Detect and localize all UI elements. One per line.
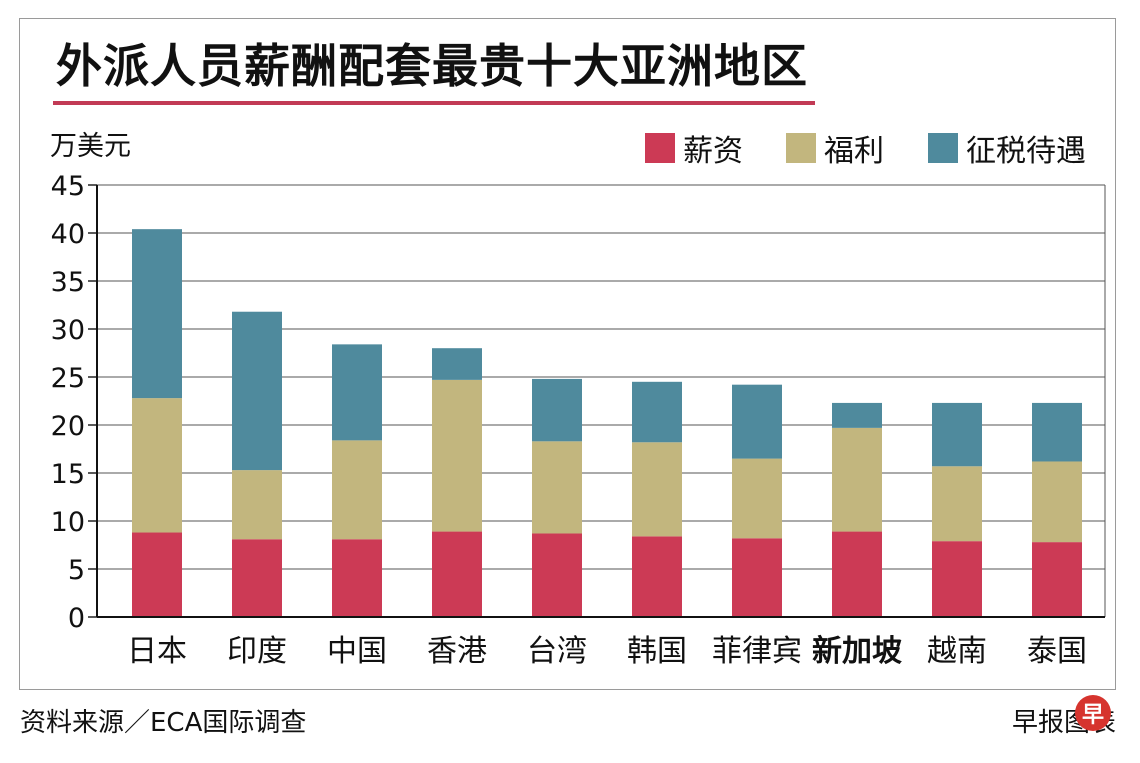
bar-segment-tax <box>332 344 382 441</box>
x-category-label: 泰国 <box>1027 634 1087 669</box>
legend-item-tax: 征税待遇 <box>928 128 1086 169</box>
bar-segment-salary <box>632 536 682 617</box>
legend-label-salary: 薪资 <box>683 134 743 169</box>
legend-swatch-tax <box>928 133 958 163</box>
bar-segment-salary <box>332 539 382 617</box>
bar-segment-benefits <box>432 379 482 532</box>
bar-segment-tax <box>132 229 182 399</box>
x-category-label: 菲律宾 <box>712 634 802 669</box>
y-tick-label: 5 <box>68 555 85 586</box>
legend-item-benefits: 福利 <box>786 128 884 169</box>
legend-swatch-salary <box>645 133 675 163</box>
bar-segment-benefits <box>932 466 982 542</box>
bar-segment-tax <box>932 402 982 467</box>
bar-segment-benefits <box>232 470 282 540</box>
bar-segment-salary <box>432 531 482 617</box>
bar-segment-tax <box>832 402 882 428</box>
bar-segment-tax <box>632 381 682 443</box>
bar-segment-benefits <box>732 458 782 539</box>
bar-segment-salary <box>732 538 782 617</box>
x-category-label: 印度 <box>227 634 287 669</box>
y-axis-unit-label: 万美元 <box>50 131 131 162</box>
bar-segment-salary <box>832 531 882 617</box>
title-underline <box>53 101 815 105</box>
y-tick-label: 25 <box>51 363 85 394</box>
x-category-label: 中国 <box>327 634 387 669</box>
bar-segment-benefits <box>132 398 182 533</box>
x-category-label: 越南 <box>927 634 987 669</box>
bar-segment-tax <box>732 384 782 459</box>
y-tick-label: 35 <box>51 267 85 298</box>
bar-segment-salary <box>132 532 182 617</box>
x-category-label: 香港 <box>427 634 487 669</box>
bar-segment-salary <box>932 541 982 617</box>
x-category-label: 台湾 <box>527 634 587 669</box>
y-tick-label: 40 <box>51 219 85 250</box>
chart-title: 外派人员薪酬配套最贵十大亚洲地区 <box>56 39 808 93</box>
legend-label-benefits: 福利 <box>824 134 884 169</box>
y-tick-label: 0 <box>68 603 85 634</box>
x-category-label: 日本 <box>127 634 187 669</box>
x-category-label: 新加坡 <box>812 634 902 669</box>
x-category-label: 韩国 <box>627 634 687 669</box>
y-tick-label: 30 <box>51 315 85 346</box>
bar-segment-benefits <box>332 440 382 540</box>
zaobao-logo-badge: 早 <box>1075 695 1111 731</box>
bar-segment-benefits <box>1032 461 1082 543</box>
source-note: 资料来源／ECA国际调查 <box>20 708 307 738</box>
legend-swatch-benefits <box>786 133 816 163</box>
bar-segment-tax <box>432 348 482 380</box>
bar-segment-benefits <box>632 442 682 537</box>
bar-segment-tax <box>532 378 582 442</box>
bar-segment-tax <box>232 311 282 471</box>
bar-segment-benefits <box>832 427 882 532</box>
y-tick-label: 15 <box>51 459 85 490</box>
y-tick-label: 45 <box>51 171 85 202</box>
bar-segment-benefits <box>532 441 582 534</box>
y-tick-label: 20 <box>51 411 85 442</box>
legend-label-tax: 征税待遇 <box>966 134 1086 169</box>
bar-segment-tax <box>1032 402 1082 462</box>
bar-segment-salary <box>1032 542 1082 617</box>
y-tick-label: 10 <box>51 507 85 538</box>
bar-segment-salary <box>532 533 582 617</box>
bar-segment-salary <box>232 539 282 617</box>
legend-item-salary: 薪资 <box>645 128 743 169</box>
